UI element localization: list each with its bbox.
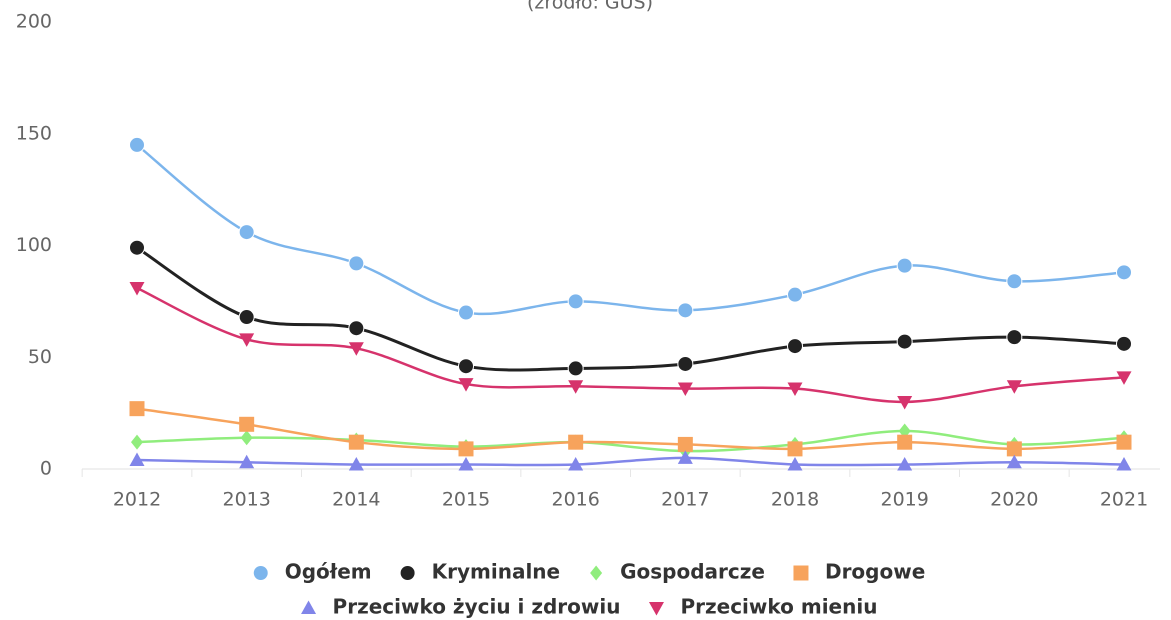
data-point <box>677 450 693 464</box>
legend-label: Kryminalne <box>432 560 561 584</box>
data-point <box>1116 335 1132 352</box>
data-point <box>348 434 364 450</box>
legend-marker <box>399 565 416 581</box>
data-point <box>787 457 803 471</box>
data-point <box>568 457 584 471</box>
data-point <box>567 360 584 377</box>
x-tick-label: 2018 <box>771 489 819 511</box>
data-point <box>129 136 145 153</box>
data-point <box>238 224 255 241</box>
data-point <box>458 441 474 457</box>
legend-label: Gospodarcze <box>620 560 765 584</box>
legend-item: Drogowe <box>793 560 925 584</box>
data-point <box>129 401 145 417</box>
data-point <box>1006 273 1023 290</box>
y-tick-label: 0 <box>40 458 52 480</box>
y-tick-label: 200 <box>16 11 52 33</box>
data-point <box>677 382 693 397</box>
legend-item: Przeciwko życiu i zdrowiu <box>301 595 620 619</box>
y-tick-label: 100 <box>16 234 52 256</box>
series-line <box>136 407 1125 451</box>
data-point <box>1116 371 1132 385</box>
data-point <box>568 434 584 450</box>
series-line <box>136 286 1125 404</box>
legend-item: Ogółem <box>252 560 372 584</box>
data-point <box>677 436 693 452</box>
data-point <box>787 441 803 457</box>
data-point <box>897 434 913 450</box>
x-tick-label: 2013 <box>222 489 270 511</box>
legend-marker <box>793 565 809 581</box>
data-point <box>568 380 584 394</box>
x-tick-label: 2017 <box>661 489 709 511</box>
data-point <box>677 302 694 319</box>
data-point <box>1006 441 1022 457</box>
data-point <box>458 457 474 471</box>
x-tick-label: 2019 <box>880 489 928 511</box>
data-point <box>458 304 474 321</box>
data-point <box>348 255 365 272</box>
legend-label: Ogółem <box>285 560 372 584</box>
series-line <box>136 143 1125 316</box>
legend-marker <box>252 565 269 581</box>
data-point <box>896 257 913 274</box>
data-point <box>239 454 255 469</box>
x-tick-label: 2014 <box>332 489 380 511</box>
y-tick-label: 150 <box>16 122 52 144</box>
data-point <box>1006 380 1022 394</box>
data-point <box>787 338 803 355</box>
legend-marker <box>590 565 603 581</box>
legend-item: Gospodarcze <box>590 560 765 584</box>
data-point <box>896 333 913 350</box>
data-point <box>348 342 364 356</box>
y-tick-label: 50 <box>28 346 52 368</box>
data-point <box>787 286 803 303</box>
x-tick-label: 2015 <box>442 489 490 511</box>
data-point <box>897 457 913 471</box>
legend-marker <box>648 602 664 616</box>
data-point <box>677 355 694 372</box>
data-point <box>348 320 365 337</box>
legend-label: Drogowe <box>825 560 925 584</box>
data-point <box>787 382 803 397</box>
data-point <box>348 457 364 471</box>
data-point <box>458 358 474 375</box>
data-point <box>897 395 913 410</box>
series-line <box>136 429 1125 453</box>
data-point <box>1006 454 1022 469</box>
data-point <box>129 452 145 467</box>
legend-label: Przeciwko życiu i zdrowiu <box>333 595 621 619</box>
legend-marker <box>301 600 317 614</box>
x-tick-label: 2021 <box>1100 489 1148 511</box>
chart-subtitle: (źródło: GUS) <box>527 0 653 14</box>
data-point <box>1116 434 1132 450</box>
data-point <box>131 434 143 450</box>
data-point <box>567 293 584 310</box>
data-point <box>129 239 145 256</box>
legend-label: Przeciwko mieniu <box>680 595 877 619</box>
data-point <box>1116 457 1132 471</box>
data-point <box>240 430 253 446</box>
data-point <box>458 378 474 392</box>
data-point <box>1006 329 1023 346</box>
data-point <box>1116 264 1132 281</box>
data-point <box>239 416 255 432</box>
series-line <box>136 246 1125 372</box>
data-point <box>239 333 255 347</box>
data-point <box>238 309 255 326</box>
series-line <box>136 456 1125 467</box>
legend-item: Przeciwko mieniu <box>648 595 877 619</box>
x-tick-label: 2020 <box>990 489 1038 511</box>
legend-item: Kryminalne <box>399 560 561 584</box>
data-point <box>129 281 145 296</box>
x-tick-label: 2016 <box>551 489 599 511</box>
x-tick-label: 2012 <box>113 489 161 511</box>
